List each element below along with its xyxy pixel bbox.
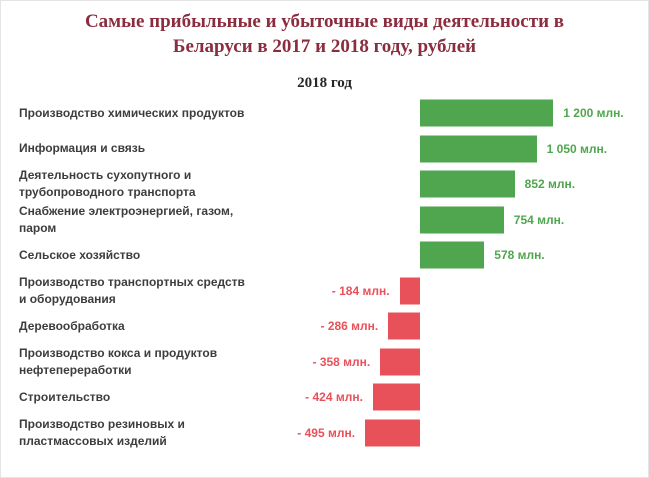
value-label: 754 млн. — [513, 212, 565, 227]
bar — [399, 277, 421, 305]
value-label: 578 млн. — [494, 248, 545, 263]
chart-row: Деятельность сухопутного и трубопроводно… — [1, 166, 648, 202]
chart-row: Производство транспортных средств и обор… — [1, 273, 648, 309]
bar — [380, 348, 421, 376]
chart-subtitle: 2018 год — [297, 75, 352, 92]
value-label: - 358 млн. — [312, 354, 371, 369]
bar — [420, 206, 504, 234]
category-label: Деятельность сухопутного и трубопроводно… — [19, 168, 196, 200]
value-label: 852 млн. — [524, 177, 576, 192]
bar-plot-area: 754 млн. — [300, 202, 648, 238]
bar-plot-area: 1 200 млн. — [300, 95, 648, 131]
chart-row: Строительство - 424 млн. — [1, 379, 648, 415]
value-label: - 424 млн. — [305, 390, 363, 405]
chart-row: Сельское хозяйство 578 млн. — [1, 237, 648, 273]
category-label: Производство резиновых и пластмассовых и… — [19, 416, 185, 448]
bar — [420, 99, 554, 127]
chart-row: Производство химических продуктов 1 200 … — [1, 95, 648, 131]
bar — [365, 419, 421, 447]
chart-row: Производство кокса и продуктов нефтепере… — [1, 344, 648, 380]
value-label: - 286 млн. — [320, 319, 379, 334]
value-label: 1 200 млн. — [563, 106, 624, 121]
bar — [373, 383, 421, 411]
chart-row: Производство резиновых и пластмассовых и… — [1, 415, 648, 451]
category-label: Производство кокса и продуктов нефтепере… — [19, 345, 218, 377]
bar — [420, 135, 537, 163]
category-label: Сельское хозяйство — [19, 247, 141, 262]
bar — [388, 312, 421, 340]
chart-row: Деревообработка - 286 млн. — [1, 308, 648, 344]
bar — [420, 241, 485, 269]
category-label: Производство транспортных средств и обор… — [19, 274, 245, 306]
chart-rows: Производство химических продуктов 1 200 … — [1, 95, 648, 450]
chart-title: Самые прибыльные и убыточные виды деятел… — [84, 11, 565, 57]
bar-plot-area: 578 млн. — [300, 237, 648, 273]
bar-plot-area: - 286 млн. — [300, 308, 648, 344]
bar-plot-area: - 184 млн. — [300, 273, 648, 309]
bar-plot-area: - 495 млн. — [297, 415, 648, 451]
category-label: Снабжение электроэнергией, газом, паром — [19, 203, 234, 235]
category-label: Информация и связь — [19, 141, 146, 156]
category-label: Строительство — [19, 389, 111, 404]
bar-plot-area: - 424 млн. — [300, 379, 648, 415]
chart-row: Снабжение электроэнергией, газом, паром … — [1, 202, 648, 238]
bar-plot-area: - 358 млн. — [300, 344, 648, 380]
category-label: Производство химических продуктов — [19, 105, 245, 120]
category-label: Деревообработка — [19, 318, 125, 333]
bar-plot-area: 852 млн. — [300, 166, 648, 202]
value-label: - 495 млн. — [297, 425, 356, 440]
value-label: - 184 млн. — [331, 283, 390, 298]
value-label: 1 050 млн. — [546, 141, 608, 156]
bar-plot-area: 1 050 млн. — [300, 131, 648, 167]
chart-row: Информация и связь 1 050 млн. — [1, 131, 648, 167]
bar — [420, 170, 515, 198]
